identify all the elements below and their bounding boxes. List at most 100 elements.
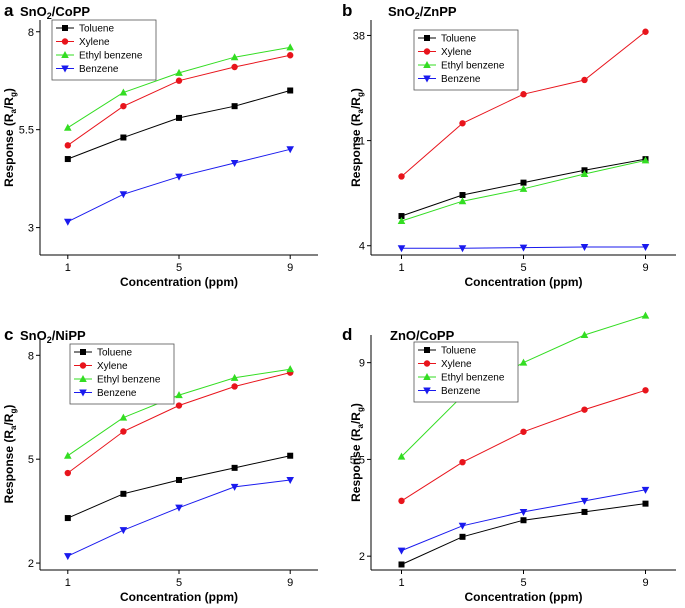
data-point: [64, 515, 71, 522]
panel-title: ZnO/CoPP: [390, 328, 455, 343]
data-point: [119, 527, 128, 535]
legend-box: [69, 343, 175, 405]
panel-letter: b: [342, 1, 352, 20]
data-point: [520, 179, 527, 186]
y-tick-label: 8: [28, 350, 34, 362]
data-point: [175, 504, 183, 512]
data-point: [398, 561, 405, 568]
series-line-toluene: [67, 90, 291, 160]
data-point: [64, 156, 71, 163]
y-tick-label: 9: [359, 358, 365, 370]
y-tick-label: 4: [359, 241, 365, 253]
data-point: [458, 245, 467, 253]
data-point: [287, 52, 294, 59]
x-tick-label: 9: [287, 262, 293, 274]
x-axis-label: Concentration (ppm): [120, 590, 238, 604]
legend: Toluene Xylene Ethyl benzene Benzene: [413, 29, 519, 91]
data-point: [231, 63, 238, 71]
legend-label: Toluene: [79, 24, 114, 35]
panel-title: SnO2/NiPP: [20, 328, 86, 345]
data-point: [641, 243, 650, 251]
y-tick-label: 38: [353, 30, 365, 42]
data-point: [581, 406, 588, 413]
data-point: [176, 476, 182, 483]
legend-label: Benzene: [97, 388, 137, 399]
data-point: [175, 77, 183, 84]
data-point: [286, 365, 294, 373]
data-point: [642, 28, 649, 35]
y-axis-label: Response (Ra/Rg): [2, 405, 18, 504]
panel-title: SnO2/ZnPP: [388, 4, 457, 21]
data-point: [120, 102, 127, 110]
x-tick-label: 9: [642, 262, 648, 274]
data-point: [519, 184, 528, 192]
legend-label: Xylene: [441, 359, 472, 370]
data-point: [64, 218, 72, 226]
x-tick-label: 1: [398, 577, 404, 589]
panel-letter: c: [4, 325, 13, 344]
data-point: [519, 508, 528, 516]
data-point: [119, 191, 128, 199]
legend-marker: [423, 360, 431, 367]
data-point: [398, 213, 405, 220]
data-point: [642, 387, 649, 394]
data-point: [580, 331, 589, 338]
legend-label: Benzene: [441, 386, 481, 397]
legend-marker: [79, 389, 87, 397]
x-tick-label: 9: [642, 577, 648, 589]
legend-marker: [61, 38, 69, 45]
x-tick-label: 1: [398, 262, 404, 274]
y-axis-label: Response (Ra/Rg): [349, 403, 365, 502]
legend: Toluene Xylene Ethyl benzene Benzene: [51, 19, 157, 81]
legend-label: Xylene: [79, 37, 110, 48]
data-point: [519, 244, 528, 252]
legend-label: Ethyl benzene: [79, 51, 143, 62]
data-point: [397, 452, 406, 460]
legend-marker: [79, 362, 87, 369]
legend-label: Ethyl benzene: [97, 375, 161, 386]
x-axis-label: Concentration (ppm): [465, 275, 583, 289]
legend-marker: [423, 48, 431, 55]
legend-label: Benzene: [79, 64, 119, 75]
data-point: [120, 134, 127, 141]
data-point: [459, 533, 466, 540]
legend-marker: [61, 65, 69, 73]
data-point: [64, 142, 72, 149]
data-point: [230, 483, 239, 491]
legend-box: [413, 341, 519, 403]
legend-marker: [423, 387, 431, 395]
x-tick-label: 1: [65, 577, 71, 589]
data-point: [230, 53, 239, 61]
data-point: [231, 103, 238, 110]
data-point: [581, 76, 588, 84]
data-point: [580, 497, 589, 505]
x-tick-label: 5: [520, 262, 526, 274]
data-point: [641, 486, 650, 494]
chart-panel-c: c SnO2/NiPP 1 5 9 2 5 8 Concentration (ppm) Respo…: [2, 325, 318, 604]
legend-label: Toluene: [441, 346, 476, 357]
data-point: [580, 169, 589, 177]
legend-label: Toluene: [97, 348, 132, 359]
legend-label: Xylene: [441, 47, 472, 58]
data-point: [286, 146, 294, 154]
x-tick-label: 9: [287, 577, 293, 589]
legend-box: [51, 19, 157, 81]
legend-label: Ethyl benzene: [441, 61, 505, 72]
y-axis-label: Response (Ra/Rg): [2, 88, 18, 187]
series-line-xylene: [401, 389, 646, 502]
y-tick-label: 5.5: [19, 125, 34, 137]
data-point: [64, 469, 72, 477]
legend-label: Benzene: [441, 74, 481, 85]
legend-marker: [424, 347, 430, 353]
series-line-benzene: [67, 479, 291, 557]
data-point: [519, 358, 528, 366]
data-point: [398, 173, 405, 180]
legend-label: Toluene: [441, 34, 476, 45]
x-tick-label: 5: [176, 262, 182, 274]
data-point: [397, 547, 406, 555]
data-point: [231, 383, 238, 390]
legend-marker: [423, 373, 431, 380]
legend-marker: [423, 75, 431, 83]
x-tick-label: 5: [520, 577, 526, 589]
